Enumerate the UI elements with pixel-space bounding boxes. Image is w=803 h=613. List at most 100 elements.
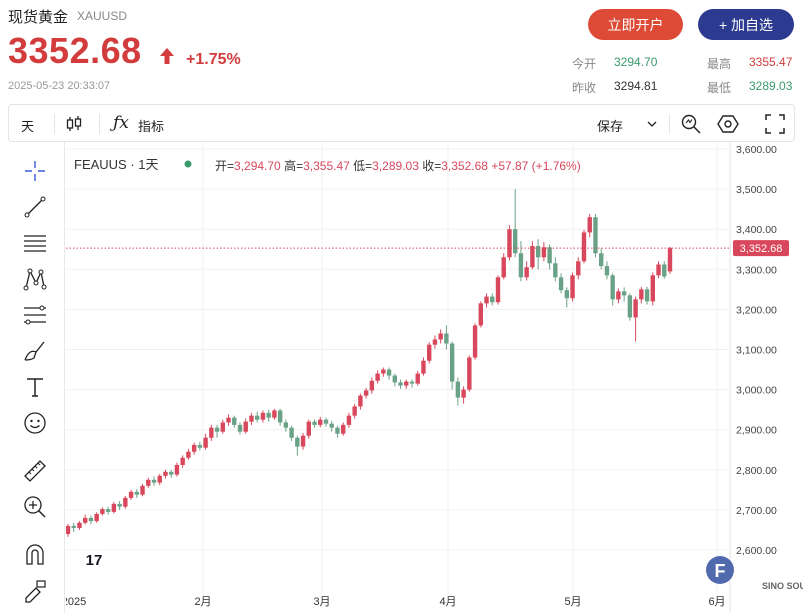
candle	[530, 241, 535, 270]
candle-body	[237, 424, 243, 432]
candle-body	[117, 503, 122, 507]
watermark-logo: F	[706, 556, 734, 584]
interval-selector[interactable]: 天	[21, 119, 35, 134]
price-tick-label: 3,500.00	[736, 184, 777, 196]
function-icon[interactable]: ƒx	[113, 113, 129, 133]
candle-type-icon[interactable]	[65, 115, 83, 133]
candle	[633, 296, 638, 342]
indicators-button[interactable]: 指标	[138, 119, 165, 134]
candle	[639, 286, 644, 304]
trend-line-icon[interactable]	[22, 194, 48, 220]
candle	[237, 422, 243, 435]
add-watchlist-button[interactable]: + 加自选	[698, 9, 794, 40]
candle-body	[295, 437, 300, 447]
candle-body	[220, 422, 225, 432]
candle	[266, 409, 271, 422]
candle	[386, 367, 392, 380]
candle	[197, 441, 203, 451]
candle-body	[358, 395, 363, 407]
candle-body	[604, 266, 610, 276]
candle-body	[621, 291, 627, 296]
fullscreen-icon[interactable]	[765, 114, 785, 134]
candle	[277, 408, 283, 426]
price-tick-label: 2,900.00	[736, 425, 777, 437]
candle-body	[490, 296, 495, 303]
low-value: 3289.03	[749, 79, 793, 93]
candle-body	[203, 437, 208, 448]
candle	[335, 425, 340, 438]
tradingview-logo: 17	[80, 550, 108, 569]
candle	[381, 367, 386, 377]
candle	[415, 371, 420, 386]
candle-body	[272, 410, 277, 418]
candle-body	[105, 509, 111, 512]
candle-body	[524, 267, 529, 278]
candle	[209, 424, 214, 441]
crosshair-icon[interactable]	[22, 158, 48, 184]
candle	[232, 415, 237, 428]
candle-body	[100, 509, 105, 514]
candle-body	[249, 415, 254, 422]
candle-body	[639, 289, 644, 300]
candle-body	[209, 427, 214, 438]
pattern-icon[interactable]	[22, 266, 48, 292]
price-tick-label: 3,100.00	[736, 345, 777, 357]
candle-body	[472, 325, 478, 358]
candle-body	[644, 289, 650, 302]
magnet-icon[interactable]	[22, 542, 48, 568]
candle	[358, 393, 363, 410]
candle-body	[627, 295, 633, 318]
candle	[249, 412, 254, 425]
candle	[214, 424, 220, 438]
candle-body	[455, 381, 461, 398]
last-price-text: 3,352.68	[740, 243, 783, 255]
candle-body	[633, 299, 638, 318]
open-value: 3,294.70	[234, 159, 281, 173]
candle-body	[432, 339, 438, 345]
candle-body	[318, 419, 323, 425]
candle	[163, 469, 168, 479]
time-tick-label: 4月	[439, 596, 456, 608]
svg-text:SINO SOUND: SINO SOUND	[762, 581, 803, 591]
candle-body	[484, 296, 489, 304]
candle-body	[593, 217, 598, 254]
candle-body	[163, 471, 168, 476]
text-tool-icon[interactable]	[22, 374, 48, 400]
close-value: 3,352.68	[441, 159, 488, 173]
candle-body	[547, 247, 552, 264]
time-tick-label: 3月	[313, 596, 330, 608]
brush-icon[interactable]	[22, 338, 48, 364]
zoom-in-icon[interactable]	[22, 494, 48, 520]
emoji-icon[interactable]	[22, 410, 48, 436]
candles-layer	[66, 189, 673, 537]
ruler-icon[interactable]	[22, 458, 48, 484]
time-tick-label: 2月	[194, 596, 211, 608]
chevron-down-icon[interactable]	[647, 119, 657, 129]
horizontal-lines-icon[interactable]	[22, 230, 48, 256]
candle	[363, 387, 369, 399]
candle-body	[128, 491, 134, 498]
candle-body	[381, 369, 386, 374]
market-status-dot	[184, 160, 192, 168]
lock-drawing-icon[interactable]	[22, 578, 48, 604]
candle	[117, 501, 122, 510]
quick-search-icon[interactable]	[680, 113, 702, 135]
fib-retracement-icon[interactable]	[22, 302, 48, 328]
high-label: 最高	[707, 57, 732, 71]
chart-toolbar: 天 ƒx 指标 保存	[8, 104, 795, 142]
candle	[644, 286, 650, 305]
open-account-button[interactable]: 立即开户	[588, 9, 683, 40]
settings-icon[interactable]	[717, 113, 739, 135]
time-axis: 2025 2月 3月 4月 5月 6月	[66, 596, 726, 608]
price-chart[interactable]: 3,600.00 3,500.00 3,400.00 3,300.00 3,200.00…	[66, 142, 803, 613]
save-button[interactable]: 保存	[597, 119, 624, 134]
candle-body	[409, 381, 415, 384]
candle-body	[495, 277, 501, 303]
candle	[369, 377, 375, 394]
candle-body	[461, 389, 466, 398]
svg-text:F: F	[715, 561, 726, 581]
candle	[295, 435, 300, 456]
high-label: 高=	[284, 159, 304, 173]
candle-body	[415, 373, 420, 384]
candle-body	[186, 451, 191, 458]
